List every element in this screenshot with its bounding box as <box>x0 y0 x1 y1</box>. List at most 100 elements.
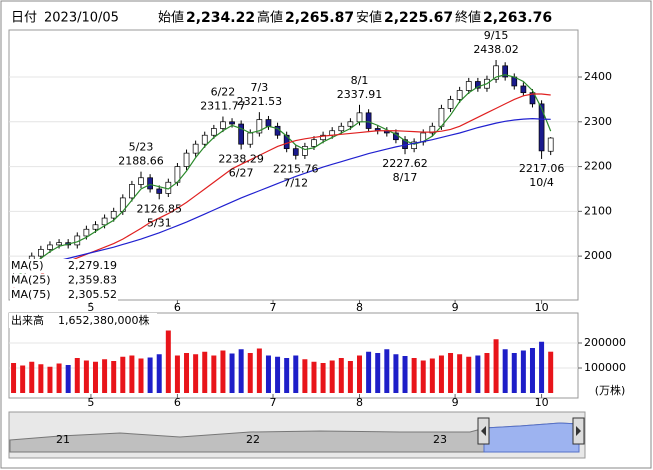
volume-bar <box>457 354 463 393</box>
volume-bar <box>74 358 80 393</box>
volume-bar <box>184 353 190 393</box>
price-panel <box>8 29 579 301</box>
ma-line <box>13 118 551 273</box>
price-value: 2,265.87 <box>285 10 354 26</box>
volume-bar <box>165 330 171 393</box>
candle-body <box>83 228 90 237</box>
x-tick-label: 8 <box>356 396 363 409</box>
navigator-selection[interactable] <box>483 422 580 453</box>
volume-bar <box>548 351 554 393</box>
volume-bar <box>338 358 344 393</box>
volume-bar <box>302 359 308 393</box>
volume-total: 1,652,380,000株 <box>58 313 149 327</box>
candle-body <box>56 242 62 246</box>
annotation-value: 2217.06 <box>519 162 565 175</box>
volume-bar <box>83 360 89 393</box>
candle-body <box>110 210 117 219</box>
volume-bar <box>20 365 26 393</box>
volume-bar <box>375 353 381 393</box>
candle-body <box>47 244 53 250</box>
annotation-date: 8/1 <box>351 74 369 87</box>
volume-bar <box>293 355 299 393</box>
annotation-date: 6/22 <box>211 86 236 99</box>
x-tick-label: 9 <box>452 301 459 314</box>
candle-body <box>201 134 208 145</box>
candle-body <box>92 224 99 230</box>
candle-body <box>220 121 226 129</box>
x-tick-label: 9 <box>452 396 459 409</box>
ma-line <box>13 93 551 289</box>
y-tick-label: 200000 <box>584 336 626 349</box>
navigator-label: 22 <box>246 433 260 446</box>
candle-body <box>147 177 153 190</box>
volume-bar <box>129 355 135 393</box>
price-label: 安値 <box>356 10 382 26</box>
candle-body <box>338 125 345 132</box>
annotation-date: 5/23 <box>129 141 154 154</box>
legend-name: MA(5) <box>11 259 44 272</box>
volume-bar <box>284 358 290 393</box>
volume-bar <box>56 363 62 393</box>
volume-bar <box>38 364 44 393</box>
volume-bar <box>138 358 144 393</box>
x-tick-label: 10 <box>535 301 549 314</box>
price-value: 2,263.76 <box>483 10 552 26</box>
volume-bar <box>229 353 235 393</box>
candle-body <box>502 65 509 78</box>
candle-body <box>529 92 536 105</box>
volume-bar <box>202 351 208 393</box>
candle-body <box>192 143 199 154</box>
volume-bar <box>411 358 417 393</box>
volume-bar <box>420 360 426 393</box>
y-tick-label: 2100 <box>584 204 612 217</box>
date-label: 日付 <box>11 11 37 26</box>
candle-body <box>456 90 463 100</box>
annotation-value: 2438.02 <box>473 43 519 56</box>
arrow <box>576 426 581 436</box>
price-value: 2,225.67 <box>384 10 453 26</box>
legend-bg <box>10 288 118 302</box>
candle-body <box>129 184 135 199</box>
volume-bar <box>347 361 353 393</box>
legend-bg <box>10 259 118 273</box>
legend-value: 2,305.52 <box>68 288 117 301</box>
candle-body <box>138 177 144 185</box>
volume-bar <box>529 348 535 393</box>
candle-body <box>356 112 363 123</box>
annotation-value: 2321.53 <box>237 95 283 108</box>
candle-body <box>429 125 436 134</box>
volume-bar <box>111 361 117 393</box>
candle-body <box>547 137 554 152</box>
volume-bar <box>11 363 17 393</box>
x-tick-label: 10 <box>535 396 549 409</box>
y-tick-label: 2400 <box>584 70 612 83</box>
volume-bar <box>247 353 253 393</box>
x-tick-label: 5 <box>87 396 94 409</box>
candle-body <box>311 139 317 147</box>
legend-value: 2,359.83 <box>68 274 117 287</box>
volume-bar <box>320 363 326 393</box>
volume-bar <box>393 354 399 393</box>
candle-body <box>292 148 299 156</box>
x-tick-label: 7 <box>270 396 277 409</box>
annotation-value: 2311.77 <box>200 100 246 113</box>
volume-bar <box>275 356 281 393</box>
annotation-value: 2227.62 <box>382 157 428 170</box>
annotation-value: 2188.66 <box>118 155 164 168</box>
x-tick-label: 6 <box>174 396 181 409</box>
volume-bar <box>438 355 444 393</box>
annotation-date: 7/12 <box>283 177 308 190</box>
arrow <box>481 426 486 436</box>
date: 2023/10/05 <box>44 11 119 26</box>
legend-value: 2,279.19 <box>68 259 117 272</box>
annotation-date: 7/3 <box>251 81 269 94</box>
volume-bar <box>147 357 153 393</box>
candle-body <box>210 128 217 136</box>
volume-bar <box>475 355 481 393</box>
annotation-date: 6/27 <box>229 166 254 179</box>
candle-body <box>183 152 190 167</box>
volume-title: 出来高 <box>11 313 44 327</box>
volume-bar <box>329 360 335 393</box>
legend-name: MA(75) <box>11 288 51 301</box>
annotation-date: 9/15 <box>484 29 509 42</box>
